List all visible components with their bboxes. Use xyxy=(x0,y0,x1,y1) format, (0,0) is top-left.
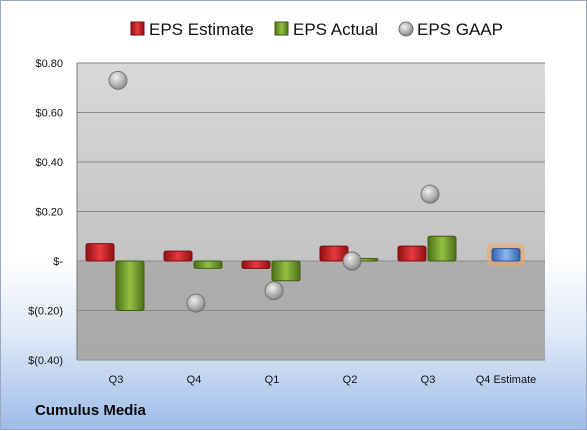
x-tick-label: Q4 xyxy=(187,374,202,386)
bar xyxy=(241,260,271,269)
gaap-point xyxy=(186,293,206,313)
x-tick-label: Q1 xyxy=(265,374,280,386)
company-name: Cumulus Media xyxy=(35,402,146,419)
gaap-point xyxy=(108,70,128,90)
y-tick-label: $(0.20) xyxy=(28,306,63,318)
legend-marker xyxy=(398,21,414,37)
bar xyxy=(491,248,521,262)
x-tick-label: Q3 xyxy=(421,374,436,386)
bar xyxy=(427,235,457,262)
gaap-point xyxy=(420,184,440,204)
y-tick-label: $0.20 xyxy=(35,207,63,219)
bar xyxy=(397,245,427,262)
y-tick-label: $0.60 xyxy=(35,108,63,120)
bar xyxy=(163,250,193,262)
legend-label: EPS Actual xyxy=(293,20,378,39)
x-tick-label: Q2 xyxy=(343,374,358,386)
x-tick-label: Q4 Estimate xyxy=(476,374,537,386)
x-tick-label: Q3 xyxy=(109,374,124,386)
bar xyxy=(193,260,223,269)
legend-marker xyxy=(274,21,289,36)
bar xyxy=(85,243,115,262)
bar xyxy=(271,260,301,282)
gaap-point xyxy=(342,251,362,271)
legend-label: EPS GAAP xyxy=(417,20,503,39)
y-tick-label: $(0.40) xyxy=(28,355,63,367)
y-tick-label: $- xyxy=(53,256,63,268)
y-tick-label: $0.80 xyxy=(35,58,63,70)
y-tick-label: $0.40 xyxy=(35,157,63,169)
gaap-point xyxy=(264,281,284,301)
legend-marker xyxy=(130,21,145,36)
bar xyxy=(115,260,145,311)
legend-label: EPS Estimate xyxy=(149,20,254,39)
